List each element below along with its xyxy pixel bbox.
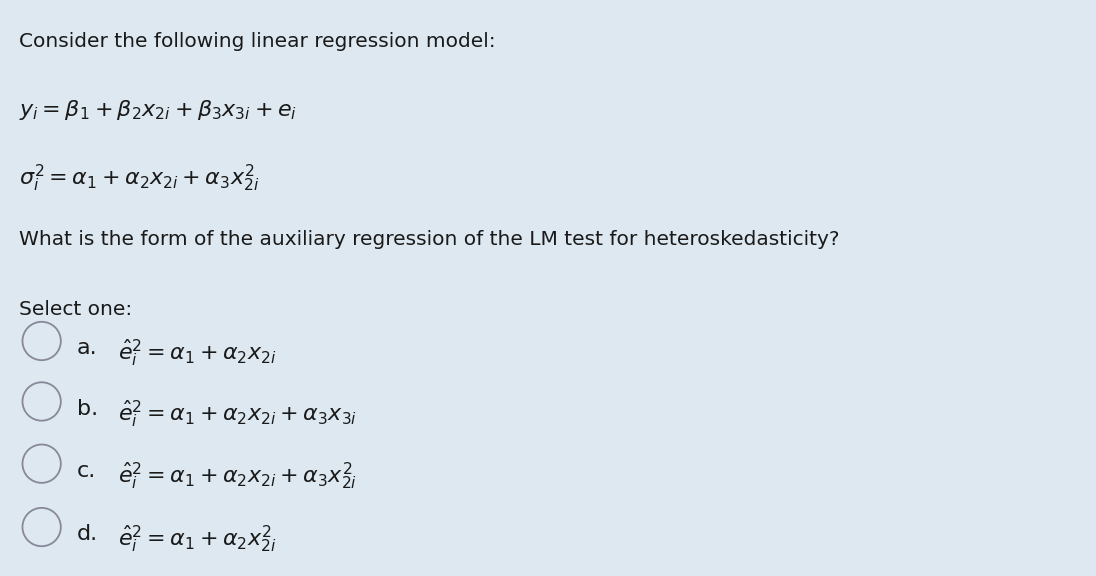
Text: Consider the following linear regression model:: Consider the following linear regression…	[19, 32, 495, 51]
Text: c.: c.	[77, 461, 96, 481]
Text: Select one:: Select one:	[19, 300, 132, 319]
Text: $\hat{e}_i^2 = \alpha_1 + \alpha_2 x_{2i}$: $\hat{e}_i^2 = \alpha_1 + \alpha_2 x_{2i…	[118, 338, 277, 369]
Text: b.: b.	[77, 399, 98, 419]
Text: d.: d.	[77, 524, 98, 544]
Text: $\hat{e}_i^2 = \alpha_1 + \alpha_2 x_{2i}^2$: $\hat{e}_i^2 = \alpha_1 + \alpha_2 x_{2i…	[118, 524, 277, 555]
Text: $\hat{e}_i^2 = \alpha_1 + \alpha_2 x_{2i} + \alpha_3 x_{3i}$: $\hat{e}_i^2 = \alpha_1 + \alpha_2 x_{2i…	[118, 399, 357, 430]
Text: What is the form of the auxiliary regression of the LM test for heteroskedastici: What is the form of the auxiliary regres…	[19, 230, 840, 249]
Text: $\hat{e}_i^2 = \alpha_1 + \alpha_2 x_{2i} + \alpha_3 x_{2i}^2$: $\hat{e}_i^2 = \alpha_1 + \alpha_2 x_{2i…	[118, 461, 357, 492]
Text: $\sigma_i^2 = \alpha_1 + \alpha_2 x_{2i} + \alpha_3 x_{2i}^2$: $\sigma_i^2 = \alpha_1 + \alpha_2 x_{2i}…	[19, 162, 259, 194]
Text: $y_i = \beta_1 + \beta_2 x_{2i} + \beta_3 x_{3i} + e_i$: $y_i = \beta_1 + \beta_2 x_{2i} + \beta_…	[19, 98, 297, 122]
Text: a.: a.	[77, 338, 98, 358]
